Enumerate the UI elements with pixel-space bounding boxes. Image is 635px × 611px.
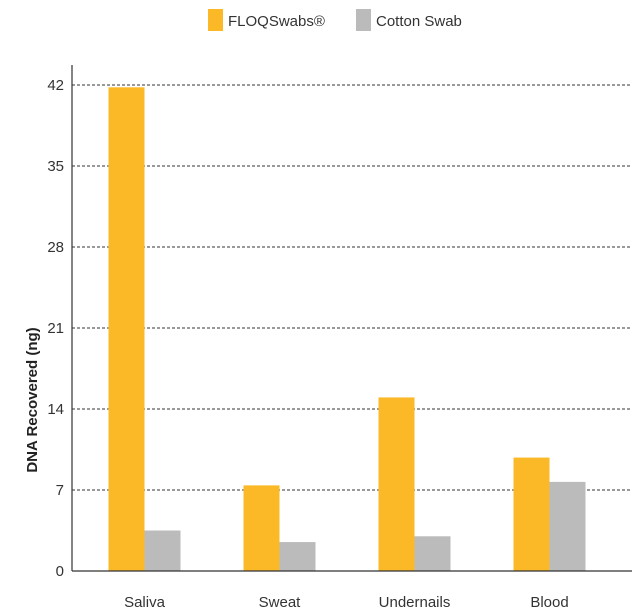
gridlines (72, 84, 632, 491)
bar-sweat-cotton-swab (279, 542, 316, 571)
axes (71, 65, 632, 572)
bar-saliva-floqswabs (108, 87, 145, 572)
legend-swatch (356, 9, 371, 31)
bars (108, 87, 586, 572)
legend-label: FLOQSwabs® (228, 13, 325, 30)
bar-undernails-floqswabs (378, 397, 415, 571)
legend: FLOQSwabs® Cotton Swab (208, 9, 462, 31)
x-category-label: Sweat (259, 594, 302, 611)
y-tick-label: 21 (47, 320, 64, 337)
bar-undernails-cotton-swab (414, 536, 451, 571)
bar-blood-floqswabs (513, 457, 550, 571)
x-category-labels: Saliva Sweat Undernails Blood (124, 594, 569, 611)
x-category-label: Saliva (124, 594, 166, 611)
y-tick-label: 28 (47, 239, 64, 256)
legend-swatch (208, 9, 223, 31)
y-tick-label: 0 (56, 563, 64, 580)
y-tick-labels: 0 7 14 21 28 35 42 (47, 77, 64, 580)
legend-label: Cotton Swab (376, 13, 462, 30)
bar-sweat-floqswabs (243, 485, 280, 571)
y-axis-label: DNA Recovered (ng) (24, 327, 41, 472)
bar-blood-cotton-swab (549, 481, 586, 571)
x-category-label: Blood (530, 594, 568, 611)
x-category-label: Undernails (379, 594, 451, 611)
y-tick-label: 7 (56, 482, 64, 499)
y-tick-label: 42 (47, 77, 64, 94)
bar-saliva-cotton-swab (144, 530, 181, 571)
y-tick-label: 35 (47, 158, 64, 175)
y-tick-label: 14 (47, 401, 64, 418)
